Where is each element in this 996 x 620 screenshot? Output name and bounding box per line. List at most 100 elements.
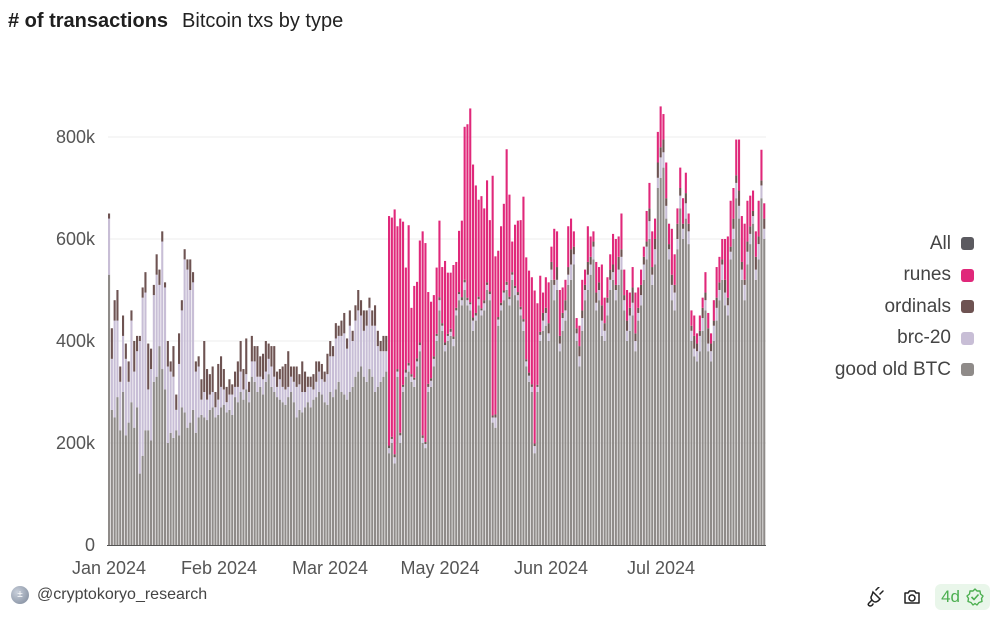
bar-stack[interactable] (281, 366, 284, 546)
camera-icon[interactable] (901, 586, 923, 608)
bar-stack[interactable] (458, 230, 461, 545)
bar-stack[interactable] (668, 223, 671, 545)
bar-stack[interactable] (155, 254, 158, 545)
bar-stack[interactable] (399, 218, 402, 545)
bar-stack[interactable] (234, 371, 237, 545)
bar-stack[interactable] (659, 106, 662, 546)
bar-stack[interactable] (656, 131, 659, 545)
bar-stack[interactable] (357, 290, 360, 545)
bar-stack[interactable] (757, 200, 760, 545)
bar-stack[interactable] (374, 305, 377, 545)
bar-stack[interactable] (516, 220, 519, 545)
bar-stack[interactable] (682, 198, 685, 545)
bar-stack[interactable] (488, 220, 491, 545)
bar-stack[interactable] (360, 300, 363, 545)
bar-stack[interactable] (628, 292, 631, 545)
bar-stack[interactable] (354, 305, 357, 545)
bar-stack[interactable] (631, 267, 634, 545)
bar-stack[interactable] (432, 295, 435, 545)
bar-stack[interactable] (186, 259, 189, 545)
bar-stack[interactable] (192, 272, 195, 545)
bar-stack[interactable] (718, 256, 721, 545)
bar-stack[interactable] (623, 269, 626, 545)
bar-stack[interactable] (371, 310, 374, 545)
bar-stack[interactable] (312, 374, 315, 545)
bar-stack[interactable] (304, 371, 307, 545)
bar-stack[interactable] (754, 231, 757, 545)
bar-stack[interactable] (228, 379, 231, 545)
bar-stack[interactable] (452, 265, 455, 545)
bar-stack[interactable] (567, 226, 570, 545)
bar-stack[interactable] (315, 361, 318, 545)
bar-stack[interactable] (292, 366, 295, 546)
bar-stack[interactable] (469, 108, 472, 545)
bar-stack[interactable] (150, 348, 153, 545)
bar-stack[interactable] (396, 226, 399, 545)
bar-stack[interactable] (113, 300, 116, 545)
bar-stack[interactable] (147, 343, 150, 545)
bar-stack[interactable] (144, 272, 147, 545)
legend-item[interactable]: All (835, 228, 974, 260)
bar-stack[interactable] (407, 225, 410, 545)
bar-stack[interactable] (620, 213, 623, 546)
bar-stack[interactable] (108, 213, 111, 546)
bar-stack[interactable] (306, 376, 309, 545)
bar-stack[interactable] (460, 220, 463, 545)
bar-stack[interactable] (550, 246, 553, 545)
bar-stack[interactable] (270, 346, 273, 545)
bar-stack[interactable] (379, 341, 382, 545)
bar-stack[interactable] (665, 162, 668, 546)
bar-stack[interactable] (410, 307, 413, 545)
bar-stack[interactable] (600, 264, 603, 546)
bar-stack[interactable] (332, 346, 335, 545)
bar-stack[interactable] (466, 124, 469, 545)
bar-stack[interactable] (242, 369, 245, 545)
bar-stack[interactable] (740, 216, 743, 545)
bar-stack[interactable] (124, 343, 127, 545)
bar-stack[interactable] (508, 194, 511, 545)
bar-stack[interactable] (424, 243, 427, 545)
bar-stack[interactable] (390, 217, 393, 545)
bar-stack[interactable] (494, 256, 497, 545)
bar-stack[interactable] (634, 292, 637, 545)
bar-stack[interactable] (589, 236, 592, 545)
bar-stack[interactable] (130, 310, 133, 545)
bar-stack[interactable] (362, 310, 365, 545)
bar-stack[interactable] (522, 196, 525, 545)
bar-stack[interactable] (287, 351, 290, 545)
legend-item[interactable]: good old BTC (835, 354, 974, 386)
bar-stack[interactable] (480, 196, 483, 545)
bar-stack[interactable] (178, 333, 181, 545)
bar-stack[interactable] (416, 281, 419, 545)
bar-stack[interactable] (648, 182, 651, 545)
bar-stack[interactable] (133, 341, 136, 545)
bar-stack[interactable] (710, 333, 713, 545)
bar-stack[interactable] (609, 254, 612, 545)
bar-stack[interactable] (474, 185, 477, 545)
bar-stack[interactable] (486, 180, 489, 545)
bar-stack[interactable] (449, 272, 452, 545)
bar-stack[interactable] (564, 279, 567, 545)
bar-stack[interactable] (676, 208, 679, 545)
bar-stack[interactable] (427, 292, 430, 545)
bar-stack[interactable] (558, 290, 561, 545)
bar-stack[interactable] (729, 200, 732, 545)
bar-stack[interactable] (670, 228, 673, 545)
bar-stack[interactable] (376, 330, 379, 545)
bar-stack[interactable] (455, 261, 458, 545)
bar-stack[interactable] (256, 346, 259, 545)
bar-stack[interactable] (141, 287, 144, 545)
bar-stack[interactable] (127, 361, 130, 545)
bar-stack[interactable] (217, 363, 220, 545)
bar-stack[interactable] (211, 366, 214, 546)
bar-stack[interactable] (197, 356, 200, 545)
bar-stack[interactable] (138, 335, 141, 545)
bar-stack[interactable] (194, 361, 197, 545)
bar-stack[interactable] (365, 310, 368, 545)
bar-stack[interactable] (528, 270, 531, 545)
bar-stack[interactable] (259, 356, 262, 545)
bar-stack[interactable] (435, 267, 438, 545)
bar-stack[interactable] (715, 267, 718, 545)
bar-stack[interactable] (726, 236, 729, 545)
bar-stack[interactable] (614, 239, 617, 545)
